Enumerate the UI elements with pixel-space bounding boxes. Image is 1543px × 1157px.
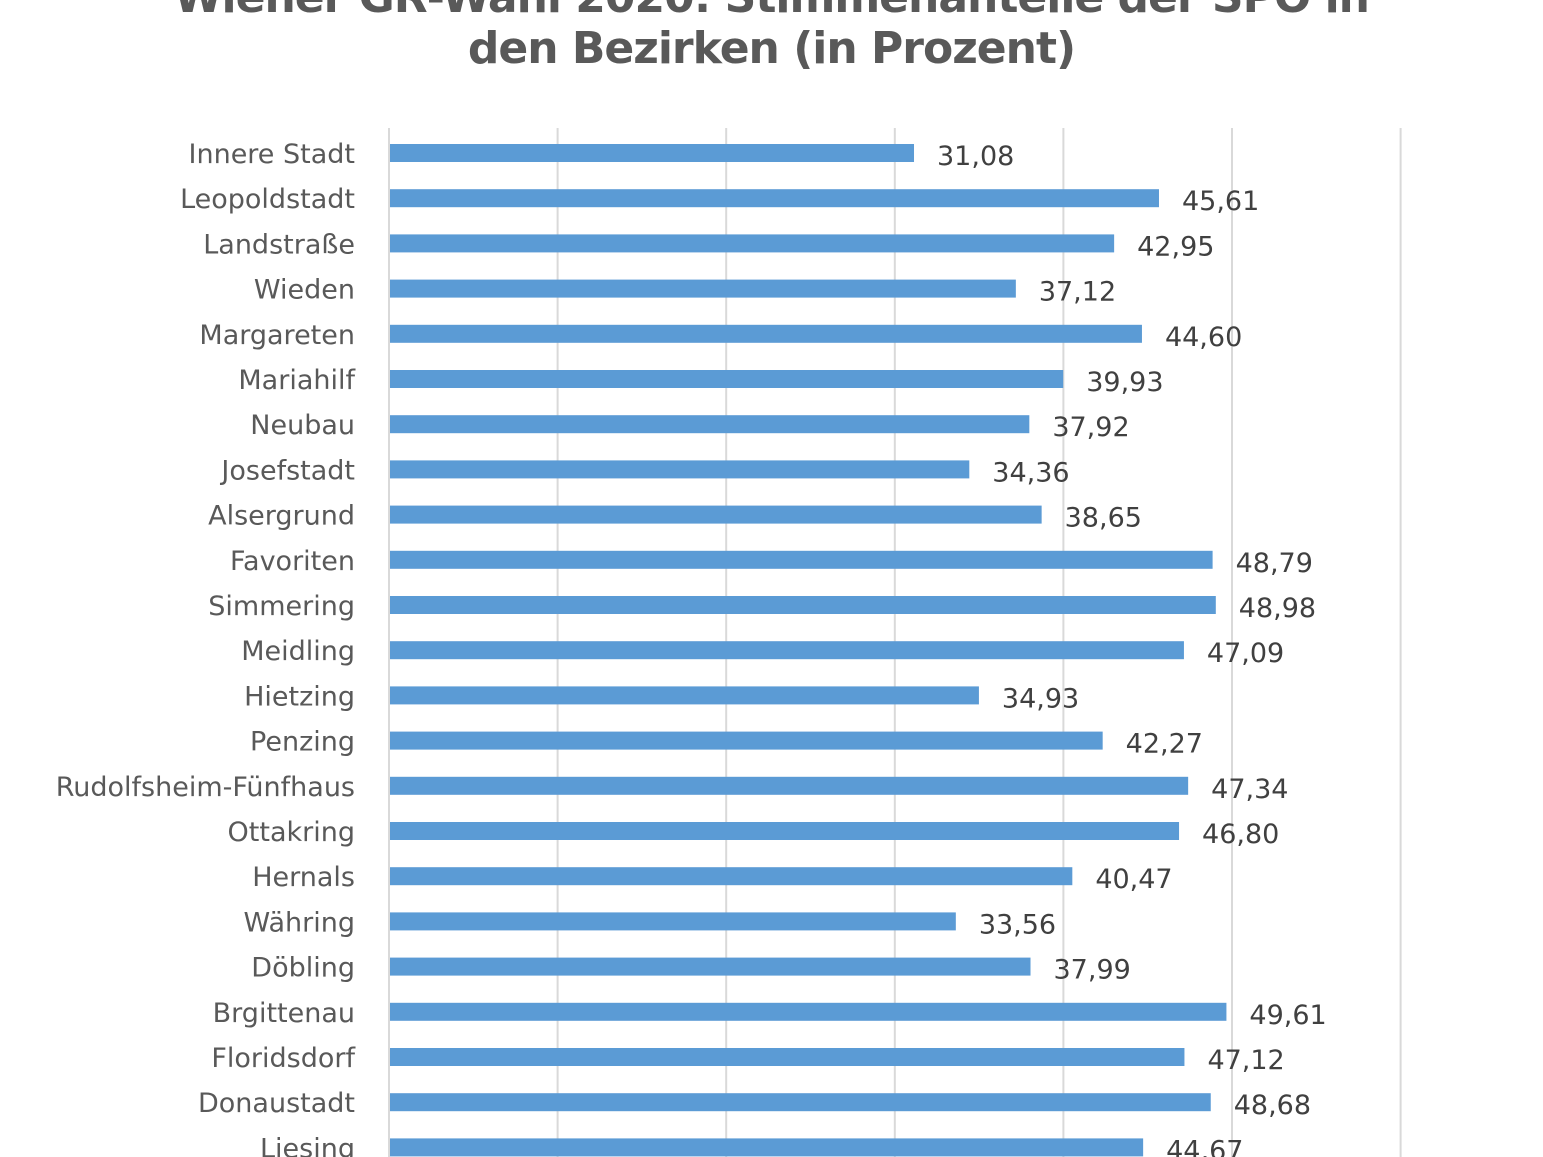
category-label: Margareten [199, 320, 355, 351]
data-label: 31,08 [937, 141, 1014, 172]
data-label: 47,09 [1207, 638, 1284, 669]
category-label: Leopoldstadt [180, 184, 355, 215]
data-label: 42,95 [1137, 231, 1214, 262]
bar [390, 957, 1031, 976]
category-label: Liesing [260, 1133, 355, 1157]
category-label: Neubau [250, 410, 355, 441]
category-label: Währing [244, 907, 355, 938]
bar [390, 1138, 1144, 1157]
data-label: 48,79 [1236, 548, 1313, 579]
bar [390, 279, 1016, 298]
data-label: 40,47 [1095, 864, 1172, 895]
data-label: 47,12 [1207, 1045, 1284, 1076]
data-label: 38,65 [1065, 503, 1142, 534]
bar [390, 505, 1042, 524]
category-label: Hernals [252, 862, 355, 893]
bar [390, 415, 1030, 434]
category-label: Simmering [208, 591, 355, 622]
chart-title-line-1: Wiener GR-Wahl 2020: Stimmenanteile der … [0, 0, 1543, 24]
data-label: 34,36 [992, 457, 1069, 488]
data-label: 33,56 [979, 909, 1056, 940]
data-label: 44,60 [1165, 322, 1242, 353]
category-label: Wieden [254, 275, 355, 306]
category-label: Innere Stadt [189, 139, 356, 170]
bar [390, 370, 1064, 388]
category-label: Döbling [251, 953, 355, 984]
bar [390, 1048, 1185, 1066]
data-label: 37,99 [1054, 955, 1131, 986]
chart-title: Wiener GR-Wahl 2020: Stimmenanteile der … [0, 0, 1543, 75]
data-label: 47,34 [1211, 774, 1288, 805]
category-label: Mariahilf [238, 365, 356, 396]
bar [390, 1002, 1227, 1021]
bar [390, 776, 1189, 795]
data-label: 48,98 [1239, 593, 1316, 624]
bar [390, 324, 1142, 343]
category-label: Ottakring [228, 817, 355, 848]
data-label: 48,68 [1234, 1090, 1311, 1121]
category-label: Landstraße [203, 229, 355, 260]
bar [390, 822, 1180, 840]
data-label: 45,61 [1182, 186, 1259, 217]
data-label: 37,92 [1052, 412, 1129, 443]
category-label: Penzing [250, 727, 355, 758]
bar [390, 460, 970, 479]
bar [390, 867, 1073, 886]
bar [390, 596, 1216, 614]
category-label: Alsergrund [208, 501, 355, 532]
category-label: Floridsdorf [211, 1043, 356, 1074]
bar [390, 189, 1159, 208]
bar [390, 234, 1115, 253]
bar [390, 1093, 1211, 1112]
data-label: 39,93 [1086, 367, 1163, 398]
category-label: Hietzing [244, 681, 355, 712]
data-label: 34,93 [1002, 683, 1079, 714]
chart-title-line-2: den Bezirken (in Prozent) [467, 23, 1076, 74]
bar [390, 144, 915, 162]
data-label: 49,61 [1249, 1000, 1326, 1031]
data-label: 46,80 [1202, 819, 1279, 850]
category-label: Brgittenau [213, 998, 355, 1029]
bar [390, 686, 979, 705]
data-label: 42,27 [1126, 729, 1203, 760]
data-label: 37,12 [1039, 277, 1116, 308]
bar [390, 641, 1184, 660]
bar [390, 731, 1103, 750]
bar [390, 550, 1213, 569]
category-label: Josefstadt [219, 455, 355, 486]
data-label: 44,67 [1166, 1135, 1243, 1157]
bar [390, 912, 956, 931]
category-label: Rudolfsheim-Fünfhaus [56, 772, 355, 803]
category-label: Meidling [241, 636, 355, 667]
category-label: Favoriten [230, 546, 355, 577]
category-label: Donaustadt [198, 1088, 355, 1119]
